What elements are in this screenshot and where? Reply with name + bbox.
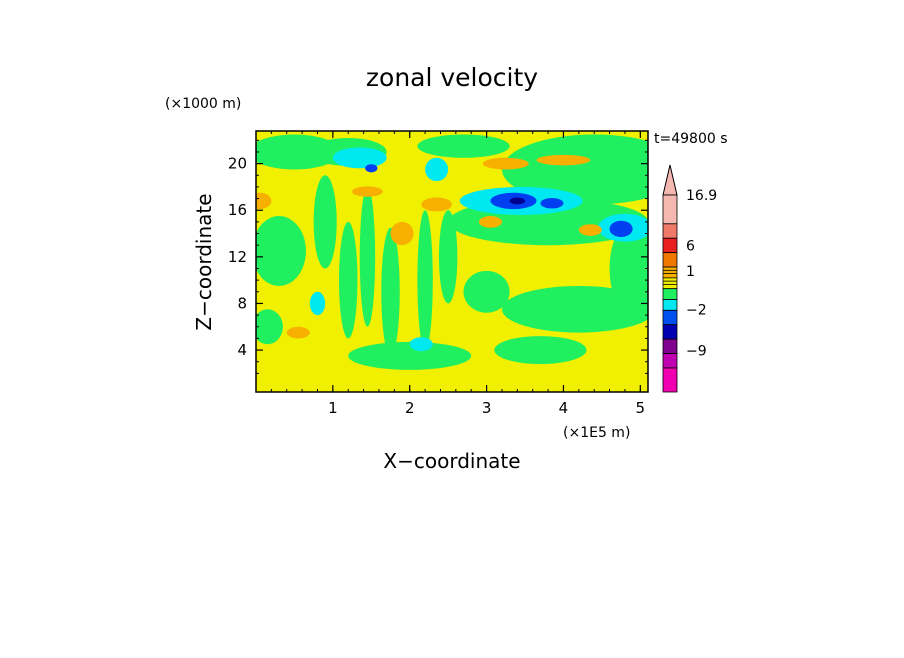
colorbar-band (662, 266, 678, 279)
colorbar-band (662, 277, 678, 290)
orange-region (478, 216, 502, 228)
y-tick-label: 4 (237, 341, 247, 359)
x-axis-unit: (×1E5 m) (563, 425, 630, 441)
colorbar-band (662, 194, 678, 225)
colorbar-band (662, 324, 678, 340)
y-axis-unit: (×1000 m) (165, 96, 241, 112)
orange-region (352, 186, 383, 197)
colorbar-band (662, 237, 678, 254)
green-region (417, 210, 433, 351)
velocity-field (256, 131, 648, 392)
green-region (348, 341, 472, 370)
blue-region (365, 164, 378, 173)
cyan-region (409, 337, 433, 352)
green-region (494, 336, 587, 365)
colorbar-band (662, 353, 678, 369)
x-axis-label: X−coordinate (383, 449, 520, 473)
x-tick-label: 2 (405, 399, 415, 417)
x-tick-label: 4 (559, 399, 569, 417)
green-region (463, 270, 510, 313)
colorbar-band (662, 367, 678, 393)
plot-frame (255, 130, 649, 393)
colorbar-label: −9 (686, 344, 707, 360)
colorbar-band (662, 252, 678, 268)
y-axis-ticks: 4 8 12 16 20 (228, 139, 648, 374)
x-axis-ticks: 1 2 3 4 5 (270, 131, 646, 417)
green-region (313, 175, 337, 269)
y-tick-label: 12 (228, 248, 247, 266)
orange-region (390, 221, 414, 246)
colorbar-label: 16.9 (686, 188, 717, 204)
colorbar-band (662, 299, 678, 311)
green-region (417, 134, 510, 158)
cyan-region (332, 147, 387, 169)
time-label: t=49800 s (654, 131, 728, 147)
x-tick-label: 1 (328, 399, 338, 417)
orange-region (421, 197, 452, 212)
orange-region (578, 224, 602, 236)
y-tick-label: 20 (228, 155, 247, 173)
green-region (501, 285, 648, 333)
x-tick-label: 5 (636, 399, 646, 417)
chart-title: zonal velocity (366, 63, 538, 92)
orange-region (536, 154, 591, 166)
y-axis-label: Z−coordinate (192, 193, 216, 330)
orange-region (256, 192, 272, 210)
colorbar: 16.9 6 1 −2 −9 (662, 164, 717, 393)
green-region (339, 221, 358, 339)
blue-region (540, 197, 564, 209)
darkblue-region (509, 197, 526, 205)
colorbar-label: 6 (686, 239, 695, 255)
green-region (359, 186, 376, 327)
green-region (381, 227, 400, 356)
cyan-region (309, 291, 326, 316)
green-region (256, 216, 306, 286)
y-tick-label: 16 (228, 201, 247, 219)
orange-region (482, 157, 529, 170)
green-region (501, 134, 648, 205)
colorbar-extend-arrow (662, 164, 678, 196)
blue-region (609, 220, 633, 238)
colorbar-band (662, 338, 678, 354)
x-tick-label: 3 (482, 399, 492, 417)
colorbar-label: 1 (686, 264, 695, 280)
colorbar-band (662, 288, 678, 300)
colorbar-band (662, 309, 678, 326)
green-region (256, 309, 283, 345)
colorbar-band (662, 223, 678, 239)
orange-region (286, 326, 310, 339)
colorbar-label: −2 (686, 302, 707, 318)
y-tick-label: 8 (237, 294, 247, 312)
green-region (438, 210, 458, 304)
green-region (609, 221, 648, 316)
cyan-region (425, 157, 449, 182)
